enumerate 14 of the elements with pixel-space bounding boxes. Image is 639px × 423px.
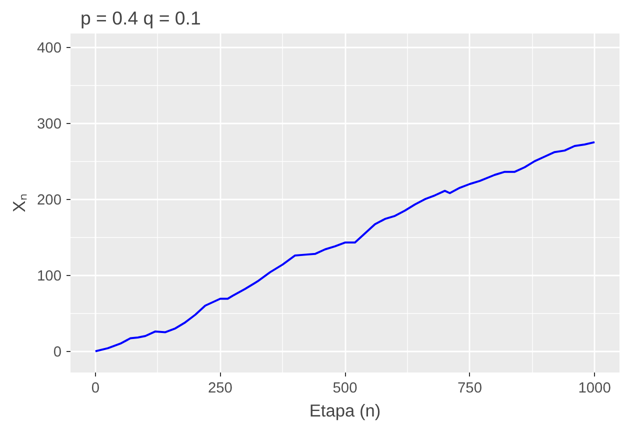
x-tick-label: 500 (332, 380, 358, 396)
x-tick-label: 750 (458, 380, 482, 396)
x-axis-title: Etapa (n) (309, 400, 381, 420)
x-tick-label: 0 (91, 380, 100, 396)
y-tick-label: 400 (37, 40, 62, 57)
line-series (94, 141, 596, 352)
y-tick-label: 100 (37, 268, 62, 285)
x-tick-label: 1000 (578, 380, 611, 396)
y-tick-label: 200 (37, 192, 62, 209)
chart-title: p = 0.4 q = 0.1 (80, 8, 201, 28)
y-tick-label: 0 (53, 344, 62, 361)
x-tick-label: 250 (208, 380, 232, 396)
y-tick-label: 300 (37, 116, 62, 133)
y-axis-title: Xₙ (9, 194, 30, 212)
